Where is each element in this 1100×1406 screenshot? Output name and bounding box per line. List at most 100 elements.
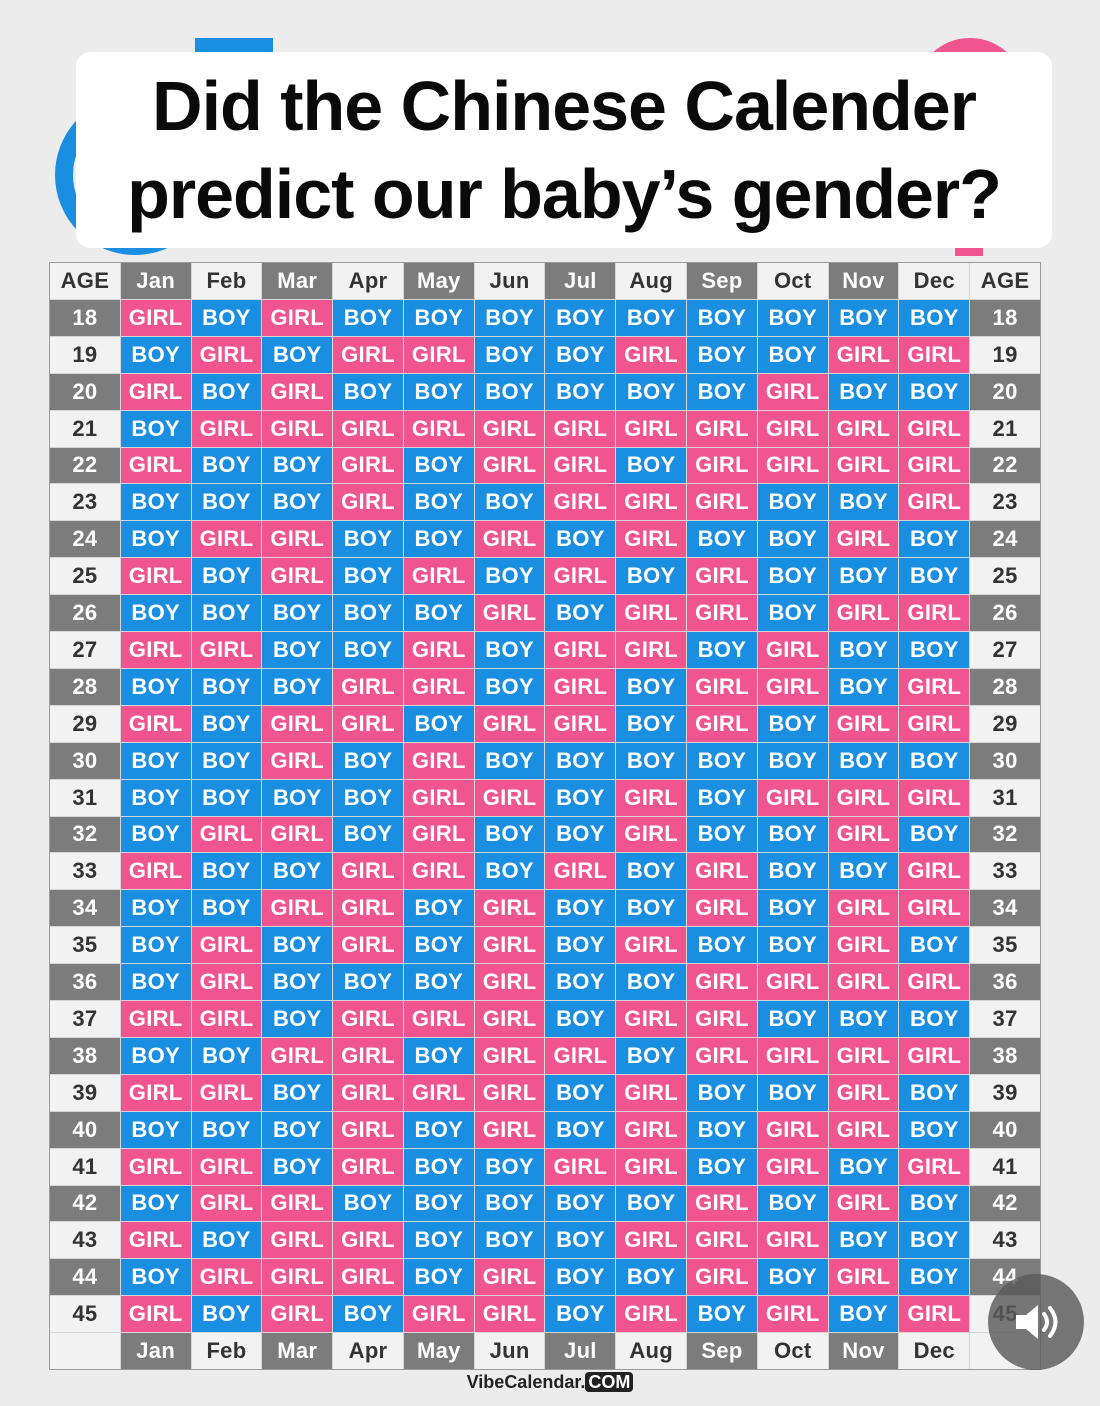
gender-cell: BOY — [191, 299, 262, 336]
gender-cell: BOY — [403, 1111, 474, 1148]
gender-cell: BOY — [474, 1148, 545, 1185]
sound-button[interactable] — [988, 1274, 1084, 1370]
gender-cell: BOY — [403, 521, 474, 558]
header-month-apr: Apr — [333, 263, 403, 299]
row-age-right: 25 — [970, 558, 1040, 595]
gender-cell: GIRL — [120, 853, 191, 890]
row-age-right: 23 — [970, 484, 1040, 521]
gender-cell: BOY — [828, 1222, 899, 1259]
gender-cell: BOY — [474, 373, 545, 410]
gender-cell: GIRL — [616, 779, 687, 816]
gender-cell: BOY — [120, 779, 191, 816]
gender-cell: BOY — [757, 558, 828, 595]
gender-cell: GIRL — [191, 1074, 262, 1111]
gender-cell: BOY — [687, 816, 757, 853]
row-age-left: 24 — [50, 521, 120, 558]
gender-cell: GIRL — [828, 336, 899, 373]
gender-cell: BOY — [616, 853, 687, 890]
footer-month-apr: Apr — [333, 1333, 403, 1369]
gender-cell: BOY — [828, 484, 899, 521]
gender-cell: GIRL — [545, 558, 616, 595]
row-age-right: 29 — [970, 705, 1040, 742]
gender-cell: BOY — [828, 1296, 899, 1333]
header-month-mar: Mar — [262, 263, 333, 299]
gender-cell: BOY — [262, 1074, 333, 1111]
gender-cell: GIRL — [120, 632, 191, 668]
gender-cell: GIRL — [120, 1222, 191, 1259]
gender-cell: BOY — [828, 632, 899, 668]
gender-cell: GIRL — [120, 1296, 191, 1333]
row-age-right: 24 — [970, 521, 1040, 558]
gender-cell: GIRL — [828, 816, 899, 853]
header-age-left: AGE — [50, 263, 120, 299]
gender-cell: GIRL — [828, 1185, 899, 1222]
gender-cell: GIRL — [687, 1222, 757, 1259]
header-month-sep: Sep — [687, 263, 757, 299]
gender-cell: GIRL — [474, 1001, 545, 1037]
gender-cell: GIRL — [403, 668, 474, 705]
footer-month-jul: Jul — [545, 1333, 616, 1369]
row-age-right: 30 — [970, 742, 1040, 779]
gender-cell: BOY — [191, 373, 262, 410]
gender-cell: GIRL — [403, 779, 474, 816]
gender-cell: GIRL — [687, 853, 757, 890]
gender-cell: GIRL — [687, 964, 757, 1000]
gender-cell: BOY — [474, 668, 545, 705]
gender-cell: BOY — [120, 1111, 191, 1148]
gender-cell: GIRL — [616, 1296, 687, 1333]
gender-cell: BOY — [616, 558, 687, 595]
gender-cell: GIRL — [403, 816, 474, 853]
gender-cell: GIRL — [262, 373, 333, 410]
row-age-right: 31 — [970, 779, 1040, 816]
row-age-left: 27 — [50, 632, 120, 668]
gender-cell: BOY — [828, 1001, 899, 1037]
gender-cell: GIRL — [616, 336, 687, 373]
gender-cell: BOY — [262, 336, 333, 373]
gender-cell: BOY — [899, 816, 970, 853]
gender-cell: BOY — [757, 1185, 828, 1222]
gender-cell: GIRL — [545, 1037, 616, 1074]
gender-cell: GIRL — [262, 705, 333, 742]
gender-cell: GIRL — [191, 1148, 262, 1185]
gender-cell: GIRL — [899, 1296, 970, 1333]
gender-cell: BOY — [899, 1185, 970, 1222]
gender-cell: BOY — [403, 484, 474, 521]
row-age-right: 21 — [970, 410, 1040, 447]
gender-cell: GIRL — [474, 705, 545, 742]
header-month-aug: Aug — [616, 263, 687, 299]
gender-cell: BOY — [687, 1148, 757, 1185]
row-age-right: 39 — [970, 1074, 1040, 1111]
gender-cell: BOY — [757, 1259, 828, 1296]
gender-cell: GIRL — [120, 373, 191, 410]
gender-cell: BOY — [120, 1037, 191, 1074]
gender-cell: GIRL — [757, 1296, 828, 1333]
gender-cell: BOY — [545, 1001, 616, 1037]
row-age-left: 22 — [50, 447, 120, 484]
gender-cell: BOY — [687, 1296, 757, 1333]
gender-cell: BOY — [191, 742, 262, 779]
gender-cell: BOY — [757, 1001, 828, 1037]
footer-month-dec: Dec — [899, 1333, 970, 1369]
row-age-right: 36 — [970, 964, 1040, 1000]
gender-cell: GIRL — [757, 447, 828, 484]
row-age-left: 32 — [50, 816, 120, 853]
gender-cell: GIRL — [757, 1148, 828, 1185]
gender-cell: GIRL — [616, 927, 687, 964]
gender-cell: BOY — [474, 558, 545, 595]
gender-cell: GIRL — [545, 484, 616, 521]
gender-cell: BOY — [899, 299, 970, 336]
header-month-feb: Feb — [191, 263, 262, 299]
gender-cell: BOY — [191, 853, 262, 890]
gender-cell: GIRL — [191, 1259, 262, 1296]
gender-cell: BOY — [687, 336, 757, 373]
gender-cell: GIRL — [687, 558, 757, 595]
gender-cell: BOY — [120, 927, 191, 964]
row-age-right: 22 — [970, 447, 1040, 484]
gender-cell: BOY — [757, 890, 828, 927]
footer-month-aug: Aug — [616, 1333, 687, 1369]
gender-cell: GIRL — [120, 447, 191, 484]
gender-cell: BOY — [403, 447, 474, 484]
footer-tld: COM — [585, 1372, 634, 1392]
gender-cell: GIRL — [757, 668, 828, 705]
gender-cell: BOY — [333, 816, 403, 853]
